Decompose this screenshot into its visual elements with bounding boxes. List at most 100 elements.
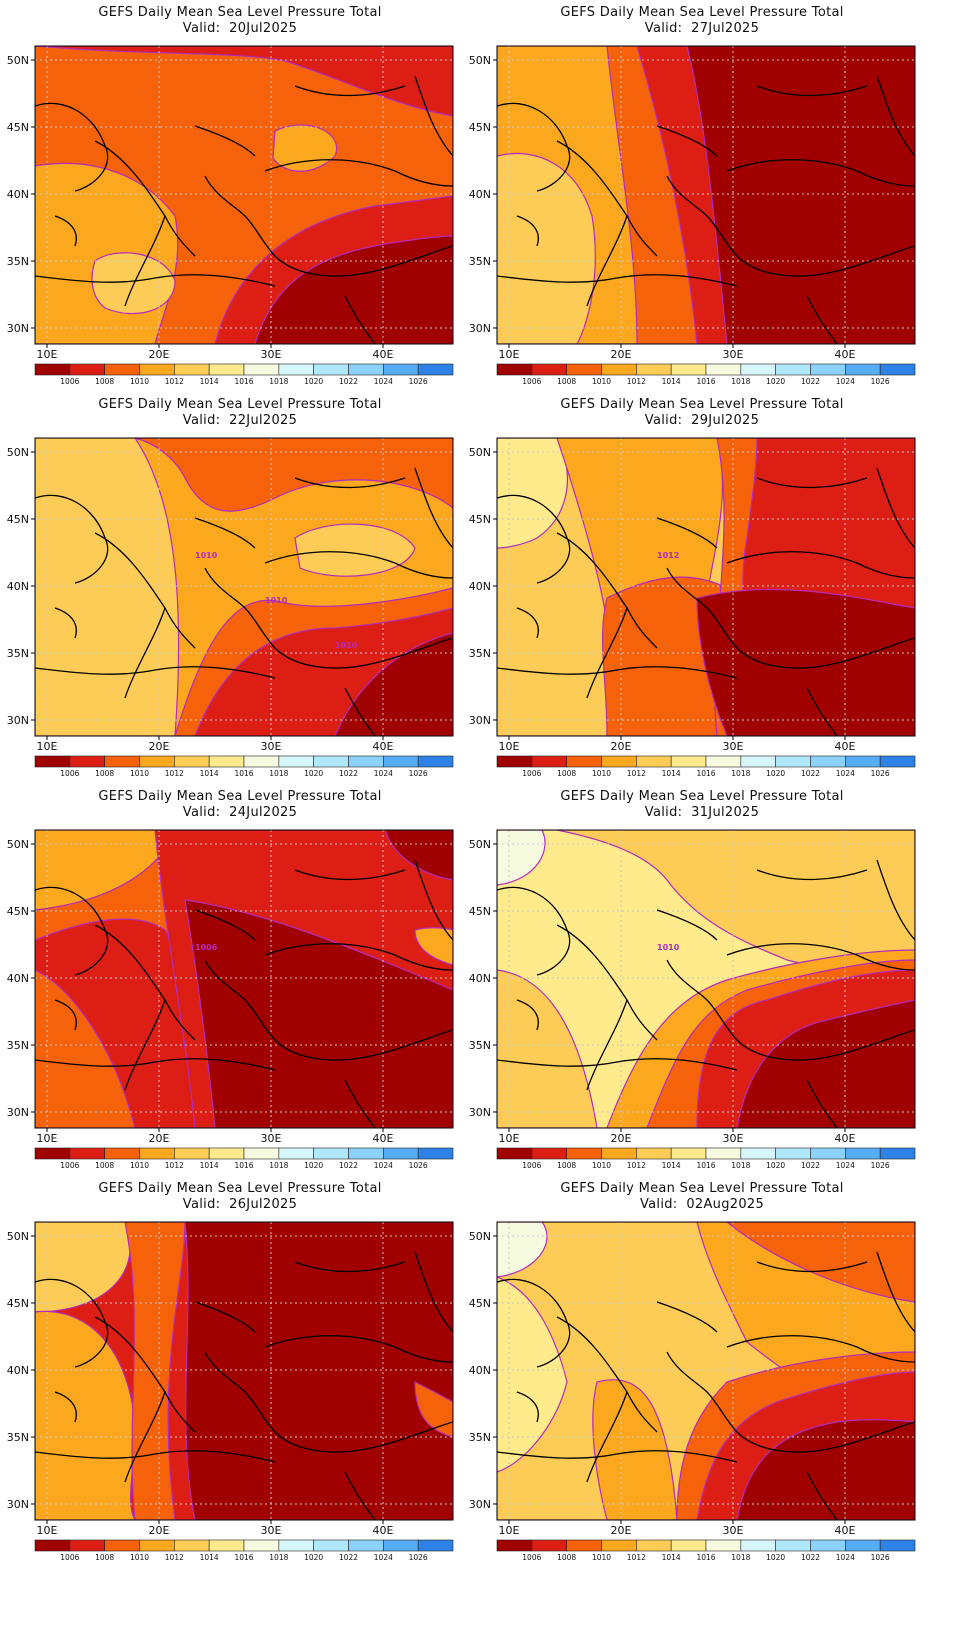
- coastline: [264, 551, 453, 579]
- colorbar-swatch: [531, 363, 567, 376]
- coastline: [726, 551, 915, 579]
- lon-label: 30E: [723, 348, 744, 361]
- lat-label: 45N: [469, 513, 491, 526]
- lon-label: 30E: [261, 1132, 282, 1145]
- colorbar-label: 1020: [766, 377, 785, 386]
- lon-label: 20E: [611, 1524, 632, 1537]
- colorbar-swatch: [104, 1539, 140, 1552]
- pressure-field: [35, 1222, 453, 1520]
- coastline: [194, 1301, 256, 1333]
- coastline: [414, 859, 453, 941]
- colorbar-label: 1010: [130, 1553, 149, 1562]
- colorbar-swatch: [636, 363, 672, 376]
- coastline: [736, 1421, 915, 1453]
- coastline: [497, 1278, 571, 1368]
- colorbar-swatch: [740, 363, 776, 376]
- coastline: [344, 1079, 376, 1128]
- colorbar-swatch: [740, 755, 776, 768]
- colorbar-label: 1012: [627, 1161, 646, 1170]
- panel-valid-date: Valid: 29Jul2025: [644, 413, 760, 428]
- lat-label: 50N: [7, 446, 29, 459]
- lon-label: 40E: [373, 1132, 394, 1145]
- coastline: [274, 1029, 453, 1061]
- coastline: [204, 959, 276, 1041]
- colorbar-label: 1010: [592, 769, 611, 778]
- coastline: [124, 607, 166, 699]
- coastline: [94, 1316, 196, 1433]
- colorbar-label: 1026: [409, 1553, 428, 1562]
- pressure-field: 1010: [497, 830, 915, 1128]
- lat-label: 50N: [469, 838, 491, 851]
- lon-label: 10E: [37, 1524, 58, 1537]
- coastline: [274, 245, 453, 277]
- colorbar-label: 1022: [801, 1553, 820, 1562]
- colorbar-label: 1006: [522, 769, 541, 778]
- coastline: [806, 295, 838, 344]
- colorbar-label: 1022: [339, 769, 358, 778]
- coastline: [124, 999, 166, 1091]
- colorbar-label: 1016: [234, 1161, 253, 1170]
- lon-label: 30E: [723, 1132, 744, 1145]
- coastline: [35, 666, 276, 679]
- lat-label: 30N: [469, 322, 491, 335]
- coastline: [264, 943, 453, 971]
- panel-valid-date: Valid: 24Jul2025: [182, 805, 298, 820]
- colorbar-label: 1014: [662, 1553, 681, 1562]
- coastline: [35, 1058, 276, 1071]
- coastline: [756, 1261, 868, 1273]
- colorbar-label: 1024: [374, 769, 393, 778]
- colorbar-label: 1012: [627, 1553, 646, 1562]
- pressure-band: [35, 46, 453, 117]
- contour-label: 1010: [195, 551, 218, 560]
- colorbar-swatch: [845, 363, 881, 376]
- colorbar-swatch: [139, 755, 175, 768]
- lat-label: 50N: [7, 838, 29, 851]
- pressure-band: [736, 1419, 915, 1520]
- colorbar-swatch: [775, 1539, 811, 1552]
- colorbar-swatch: [348, 1539, 384, 1552]
- coastline: [264, 159, 453, 187]
- colorbar-swatch: [879, 1539, 916, 1552]
- lat-label: 45N: [7, 513, 29, 526]
- panel-title-block: GEFS Daily Mean Sea Level Pressure Total…: [0, 1181, 480, 1213]
- panel-title-block: GEFS Daily Mean Sea Level Pressure Total…: [462, 5, 942, 37]
- panel-valid-date: Valid: 20Jul2025: [182, 21, 298, 36]
- pressure-band: [497, 1276, 568, 1473]
- panel-valid-date: Valid: 27Jul2025: [644, 21, 760, 36]
- colorbar-swatch: [740, 1539, 776, 1552]
- map-frame: [496, 829, 916, 1129]
- panel-title: GEFS Daily Mean Sea Level Pressure Total: [98, 789, 382, 804]
- colorbar-swatch: [810, 1539, 846, 1552]
- colorbar-swatch: [174, 755, 210, 768]
- coastline: [516, 607, 539, 639]
- lon-label: 40E: [373, 1524, 394, 1537]
- coastline: [736, 637, 915, 669]
- coastline: [806, 1079, 838, 1128]
- panel-valid-date: Valid: 26Jul2025: [182, 1197, 298, 1212]
- lat-label: 30N: [7, 1498, 29, 1511]
- colorbar-label: 1014: [662, 377, 681, 386]
- coastline: [756, 85, 868, 97]
- coastline: [294, 1261, 406, 1273]
- colorbar-swatch: [775, 755, 811, 768]
- colorbar-label: 1006: [60, 377, 79, 386]
- colorbar-swatch: [69, 755, 105, 768]
- colorbar-swatch: [705, 363, 742, 376]
- lat-label: 50N: [7, 1230, 29, 1243]
- coastline: [54, 1391, 77, 1423]
- colorbar-label: 1026: [409, 1161, 428, 1170]
- coastline: [35, 1278, 109, 1368]
- colorbar-swatch: [670, 1539, 707, 1552]
- lon-label: 20E: [149, 740, 170, 753]
- colorbar-swatch: [104, 1147, 140, 1160]
- colorbar-swatch: [601, 363, 637, 376]
- coastline: [204, 1351, 276, 1433]
- coastline: [94, 532, 196, 649]
- coastline: [586, 215, 628, 307]
- colorbar-swatch: [278, 1147, 314, 1160]
- panel-title: GEFS Daily Mean Sea Level Pressure Total: [98, 397, 382, 412]
- panel-title: GEFS Daily Mean Sea Level Pressure Total: [560, 1181, 844, 1196]
- colorbar-swatch: [531, 1147, 567, 1160]
- contour-label: 1010: [657, 943, 680, 952]
- colorbar-label: 1008: [557, 769, 576, 778]
